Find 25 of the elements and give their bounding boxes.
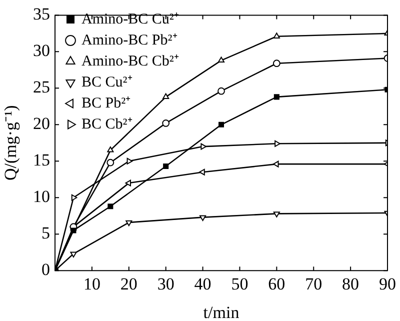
x-axis-title: t/min: [203, 303, 240, 321]
x-tick-label: 10: [83, 274, 100, 294]
y-tick-label: 30: [33, 41, 50, 60]
legend-label: BC Cu²⁺: [82, 74, 132, 90]
y-tick-label: 0: [42, 260, 50, 280]
x-tick-label: 20: [120, 274, 138, 294]
x-tick-label: 80: [342, 274, 360, 294]
y-tick-label: 20: [33, 114, 50, 134]
x-tick-label: 90: [379, 274, 396, 294]
legend-label: BC Cb²⁺: [82, 116, 132, 132]
y-tick-label: 5: [42, 224, 50, 243]
y-tick-label: 35: [33, 4, 50, 24]
legend-label: Amino-BC Cb²⁺: [82, 53, 179, 70]
y-tick-label: 15: [33, 150, 50, 170]
x-tick-label: 50: [231, 274, 248, 294]
y-tick-label: 25: [33, 78, 50, 97]
legend-label: BC Pb²⁺: [82, 95, 131, 112]
x-tick-label: 60: [268, 274, 286, 294]
legend-label: Amino-BC Cu²⁺: [82, 11, 179, 28]
x-tick-label: 40: [194, 274, 212, 294]
x-tick-label: 70: [305, 274, 322, 294]
y-axis-title: Q/(mg·g⁻¹): [1, 105, 20, 181]
x-tick-label: 30: [157, 274, 174, 294]
y-tick-label: 10: [33, 187, 50, 206]
legend-label: Amino-BC Pb²⁺: [82, 32, 178, 48]
